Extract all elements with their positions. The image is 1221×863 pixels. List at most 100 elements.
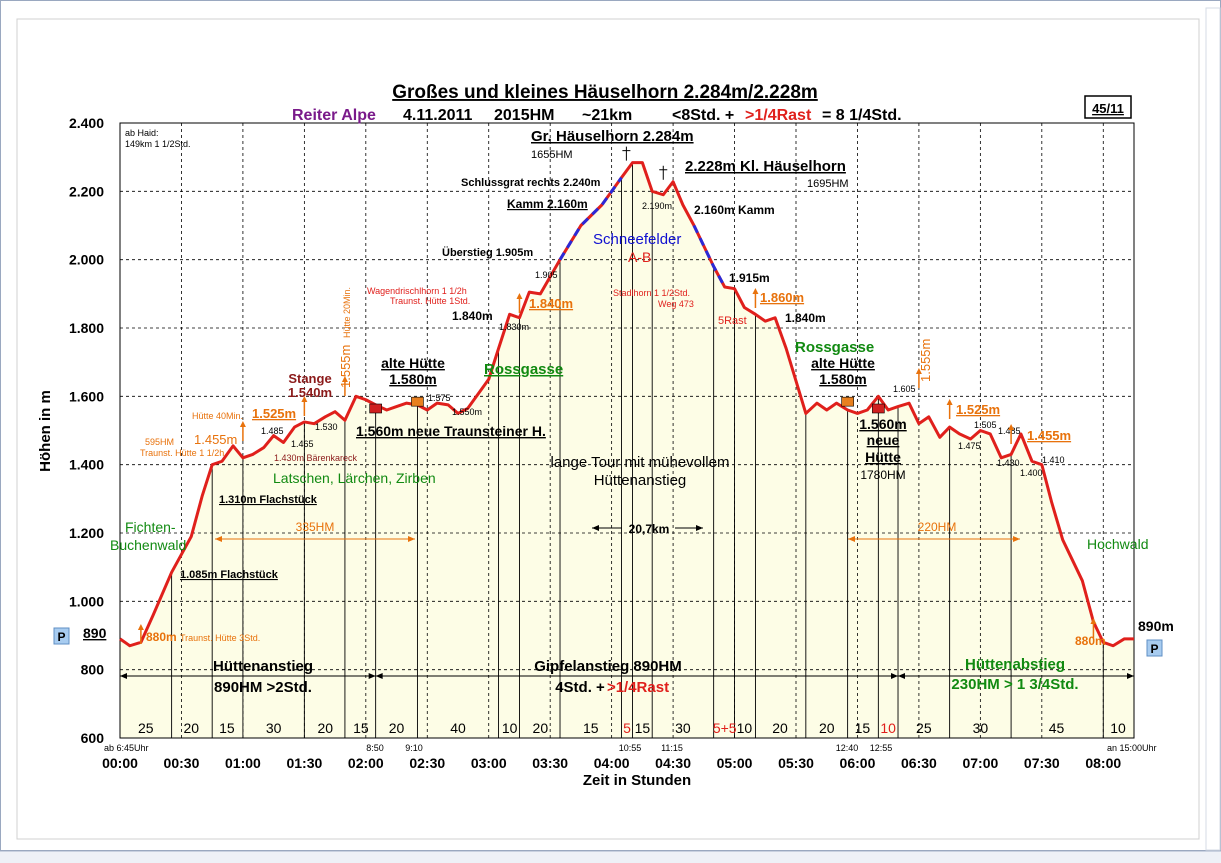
annotation-latschen: Latschen, Lärchen, Zirben (273, 470, 436, 486)
segment-minutes-label: 10 (502, 720, 518, 736)
parking-label: P (57, 630, 65, 644)
hut-marker (411, 396, 424, 407)
annotation-1840r: 1.840m (785, 311, 826, 325)
segment-minutes-label: 20 (183, 720, 199, 736)
annotation-1915: 1.915m (729, 271, 770, 285)
x-axis-title: Zeit in Stunden (583, 772, 691, 789)
annotation-gr-peak: Gr. Häuselhorn 2.284m (531, 128, 694, 145)
annotation-lange1: lange Tour mit mühevollem (551, 454, 730, 471)
y-tick-label: 1.600 (69, 388, 104, 404)
hut-marker (369, 403, 382, 414)
segment-minutes-label: 20 (317, 720, 333, 736)
x-tick-label: 02:00 (348, 755, 384, 771)
phase-3-detail: 230HM > 1 3/4Std. (951, 676, 1078, 693)
parking-box (1146, 639, 1163, 657)
annotation-1555r: 1.555m (918, 339, 933, 382)
phase-arrowhead (120, 673, 127, 679)
annotation-1485r: 1.485 (998, 426, 1021, 436)
phase-arrowhead (368, 673, 376, 679)
x-tick-label: 08:00 (1085, 755, 1121, 771)
annotation-880r: 880m (1075, 634, 1106, 648)
annotation-end-time: an 15:00Uhr (1107, 743, 1157, 753)
annotation-start-elev: 890 (83, 625, 107, 641)
x-tick-label: 07:30 (1024, 755, 1060, 771)
rest-arrow-head (239, 421, 246, 427)
y-axis-title: Höhen in m (37, 390, 54, 472)
annotation-wagend: Wagendrischlhorn 1 1/2h (367, 286, 467, 296)
x-tick-label: 02:30 (409, 755, 445, 771)
phase-2-detail: 4Std. + (555, 679, 605, 696)
parking-box (53, 627, 70, 645)
elevation-area-fill (120, 162, 1134, 739)
phase-arrowhead (891, 673, 899, 679)
rest-arrow-head (516, 293, 523, 299)
x-tick-label: 06:00 (840, 755, 876, 771)
plot-border (119, 122, 1135, 739)
subtitle-time: <8Std. + (672, 107, 734, 124)
annotation-1605: 1.605 (893, 384, 916, 394)
segment-minutes-label: 40 (450, 720, 466, 736)
segment-minutes-label: 25 (138, 720, 154, 736)
x-tick-label: 05:00 (717, 755, 753, 771)
annotation-ab: A-B (628, 249, 651, 265)
annotation-kamm-left: Kamm 2.160m (507, 197, 588, 211)
annotation-start-time: ab 6:45Uhr (104, 743, 149, 753)
range-220-head (1013, 536, 1020, 542)
hut-marker (872, 403, 885, 414)
annotation-kl-hm: 1695HM (807, 178, 849, 190)
annotation-gr-hm: 1655HM (531, 149, 573, 161)
range-label-335: 335HM (296, 520, 335, 534)
y-tick-label: 1.000 (69, 593, 104, 609)
annotation-t1255: 12:55 (870, 743, 893, 753)
segment-minutes-label: 20 (772, 720, 788, 736)
badge-box (1084, 95, 1132, 119)
annotation-neue-r4: 1780HM (860, 468, 905, 482)
phase-arrowhead (1127, 673, 1134, 679)
plot-outer-frame (16, 18, 1200, 840)
phase-arrowhead (375, 673, 383, 679)
annotation-595: 595HM (145, 437, 174, 447)
subtitle-distance: ~21km (582, 107, 632, 124)
annotation-traunst112: Traunst. Hütte 1 1/2h (140, 448, 224, 458)
range-km-head (696, 525, 703, 531)
segment-minutes-label: 20 (819, 720, 835, 736)
annotation-1550: 1.550m (452, 407, 482, 417)
y-tick-label: 600 (81, 730, 105, 746)
annotation-1455r: 1.455m (1027, 428, 1071, 443)
rest-arrow-head (915, 368, 922, 374)
phase-arrowhead (898, 673, 906, 679)
annotation-stange2: 1.540m (288, 385, 332, 400)
annotation-1530: 1.530 (315, 422, 338, 432)
snowfield-segment (692, 224, 727, 288)
annotation-1860: 1.860m (760, 290, 804, 305)
annotation-1555: 1.555m (338, 345, 353, 388)
y-tick-label: 2.400 (69, 115, 104, 131)
x-tick-label: 03:30 (532, 755, 568, 771)
annotation-baerenkareck: 1.430m Bärenkareck (274, 453, 358, 463)
annotation-rast5: 5Rast (718, 315, 747, 327)
segment-minutes-label: 15 (855, 720, 871, 736)
range-km-tail (592, 525, 599, 531)
segment-minutes-label: 5 (623, 720, 631, 736)
rest-arrow-head (301, 396, 308, 402)
y-tick-label: 2.200 (69, 183, 104, 199)
annotation-ueberstieg: Überstieg 1.905m (442, 246, 533, 259)
annotation-1840o: 1.840m (529, 296, 573, 311)
annotation-wagend2: Traunst. Hütte 1Std. (390, 296, 470, 306)
annotation-1505: 1.505 (974, 420, 997, 430)
segment-minutes-label: 45 (1049, 720, 1065, 736)
parking-label: P (1150, 642, 1158, 656)
rest-arrow-head (137, 624, 144, 630)
annotation-stange: Stange (288, 371, 331, 386)
annotation-lange2: Hüttenanstieg (594, 472, 687, 489)
annotation-traunst3: Traunst. Hütte 3Std. (180, 633, 260, 643)
annotation-1525: 1.525m (252, 406, 296, 421)
annotation-haid: ab Haid: (125, 128, 159, 138)
annotation-1840a: 1.840m (452, 309, 493, 323)
annotation-t1240: 12:40 (836, 743, 859, 753)
y-tick-label: 1.200 (69, 525, 104, 541)
elevation-line (119, 161, 1134, 648)
phase-1-detail: 890HM >2Std. (214, 679, 312, 696)
segment-minutes-label: 30 (973, 720, 989, 736)
annotation-1575: 1.575 (428, 393, 451, 403)
